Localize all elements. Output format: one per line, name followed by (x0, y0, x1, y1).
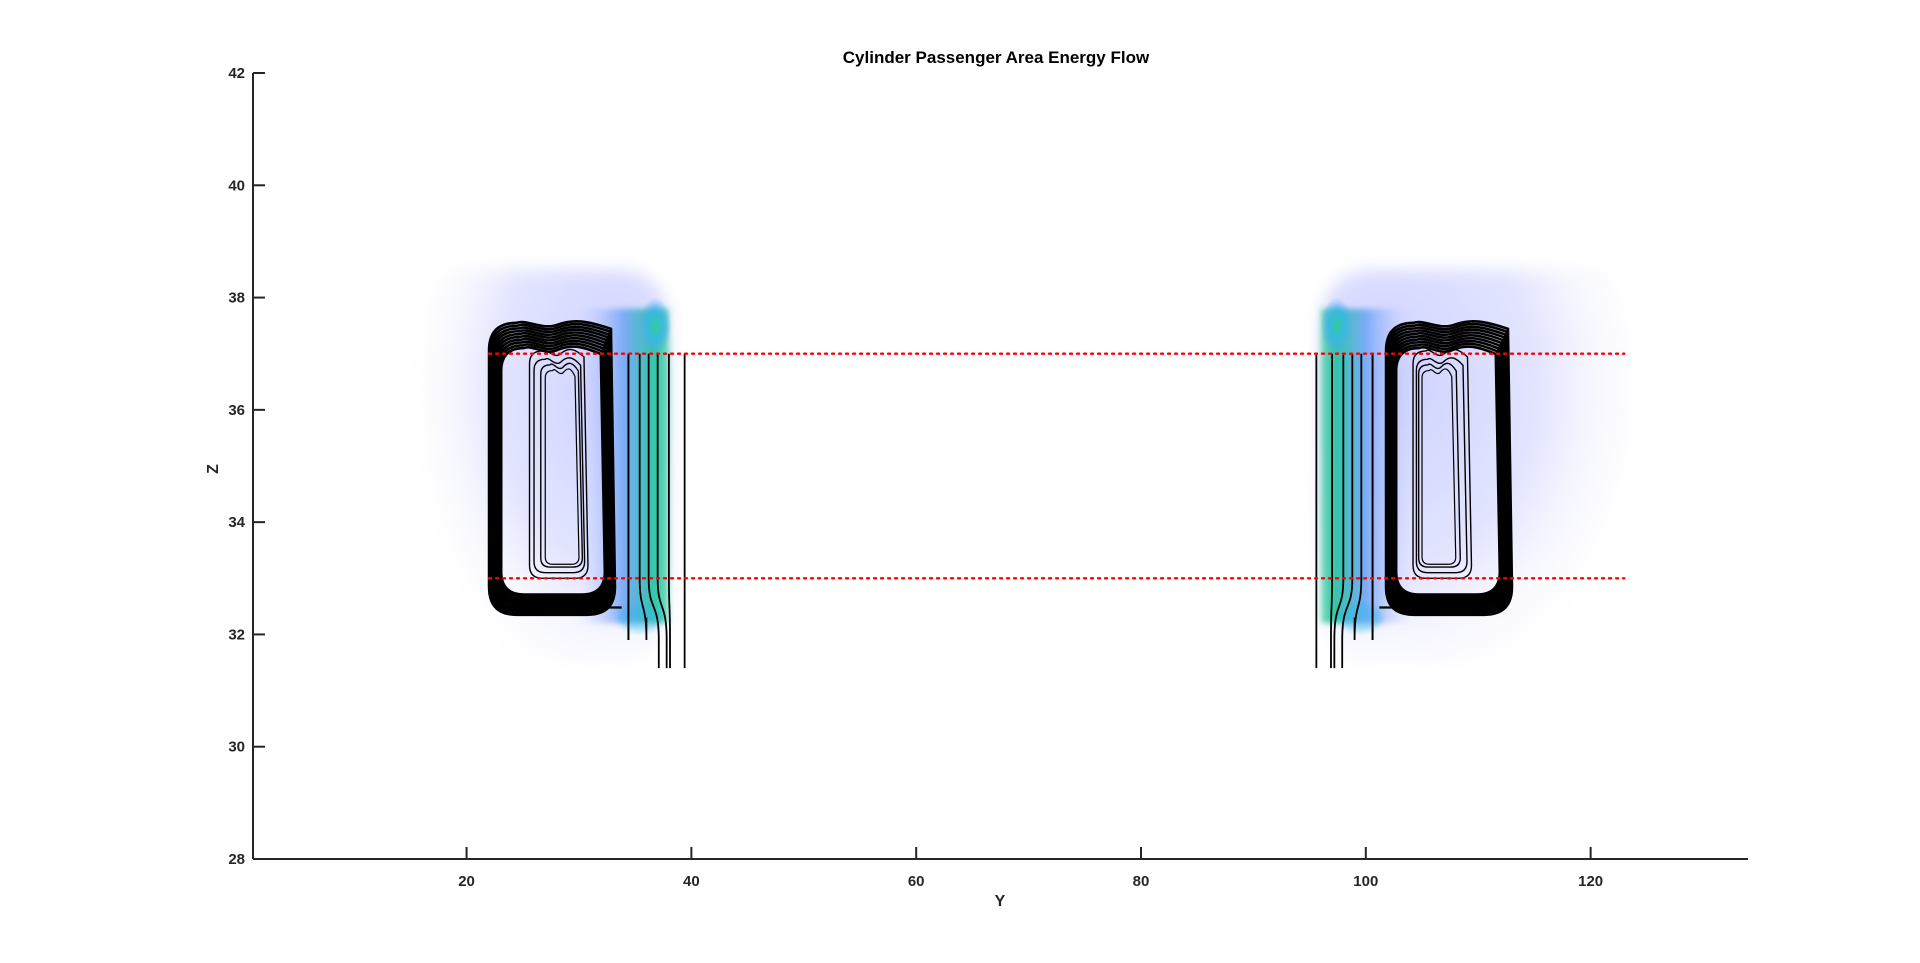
streamline-loop-left (499, 345, 607, 596)
streamline-vertical-left (668, 353, 671, 669)
y-tick-label: 34 (228, 514, 245, 531)
x-tick-label: 60 (908, 873, 925, 890)
energy-band-left (578, 308, 669, 624)
y-tick-label: 40 (228, 177, 245, 194)
y-tick-label: 36 (228, 402, 245, 419)
energy-tail-right (1338, 603, 1383, 632)
boundary-lines (487, 352, 1626, 580)
streamline-loop-left (487, 319, 617, 617)
streamline-vertical-left (656, 353, 668, 669)
y-tick-label: 32 (228, 626, 245, 643)
x-axis-label: Y (995, 893, 1006, 910)
streamline-vertical-left (638, 353, 648, 641)
x-tick-label: 120 (1578, 873, 1603, 890)
streamline-loop-left (533, 357, 586, 574)
energy-peak-right (1320, 297, 1353, 354)
y-tick-label: 38 (228, 290, 245, 307)
streamline-loop-right (1421, 368, 1457, 565)
streamline-loop-right (1415, 357, 1468, 574)
streamline-vertical-right (1341, 353, 1354, 669)
streamline-loop-left (498, 342, 608, 599)
energy-tail-left (618, 603, 663, 632)
streamline-vertical-right (1330, 353, 1333, 669)
x-tick-label: 40 (683, 873, 700, 890)
y-axis-label: Z (205, 464, 222, 474)
streamline-loop-left (493, 331, 612, 608)
streamline-loop-right (1412, 348, 1473, 579)
streamline-loop-left (540, 362, 584, 568)
streamline-loop-right (1417, 362, 1461, 568)
y-tick-label: 42 (228, 65, 245, 82)
x-tick-label: 20 (458, 873, 475, 890)
x-tick-label: 100 (1353, 873, 1378, 890)
streamline-vertical-right (1333, 353, 1345, 669)
chart-title: Cylinder Passenger Area Energy Flow (843, 48, 1150, 67)
y-tick-label: 30 (228, 739, 245, 756)
streamline-loop-left (495, 336, 610, 603)
streamline-vertical-left (647, 353, 660, 669)
streamline-loop-left (544, 368, 580, 565)
streamline-loop-left (494, 333, 611, 605)
streamlines (487, 319, 1514, 669)
streamline-loop-left (497, 339, 609, 601)
axes: 20 40 60 80 100 120 28 30 32 34 36 38 40 42 (228, 65, 1748, 890)
x-tick-label: 80 (1133, 873, 1150, 890)
y-tick-label: 28 (228, 851, 245, 868)
energy-peak-left (639, 297, 672, 354)
streamline-loop-left (491, 328, 613, 610)
streamline-vertical-right (1353, 353, 1363, 641)
